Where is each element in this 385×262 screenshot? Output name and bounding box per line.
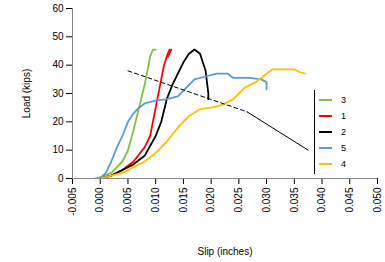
svg-text:0.005: 0.005 bbox=[122, 187, 133, 212]
svg-text:40: 40 bbox=[52, 59, 64, 70]
svg-text:-0.005: -0.005 bbox=[67, 187, 78, 216]
svg-text:0: 0 bbox=[58, 173, 64, 184]
svg-text:20: 20 bbox=[52, 116, 64, 127]
svg-text:0.035: 0.035 bbox=[289, 187, 300, 212]
svg-text:Load (kips): Load (kips) bbox=[21, 69, 32, 118]
html-text:2: 2 bbox=[341, 127, 346, 137]
svg-text:Slip (inches): Slip (inches) bbox=[197, 246, 252, 257]
svg-text:0.030: 0.030 bbox=[261, 187, 272, 212]
html-text:3: 3 bbox=[341, 95, 346, 105]
svg-text:60: 60 bbox=[52, 3, 64, 14]
svg-text:0.010: 0.010 bbox=[150, 187, 161, 212]
svg-text:0.015: 0.015 bbox=[178, 187, 189, 212]
svg-text:0.020: 0.020 bbox=[205, 187, 216, 212]
svg-text:0.045: 0.045 bbox=[344, 187, 355, 212]
svg-text:0.025: 0.025 bbox=[233, 187, 244, 212]
svg-text:0.000: 0.000 bbox=[94, 187, 105, 212]
svg-text:10: 10 bbox=[52, 144, 64, 155]
html-text:1: 1 bbox=[341, 111, 346, 121]
svg-text:50: 50 bbox=[52, 31, 64, 42]
html-text:4: 4 bbox=[341, 159, 346, 169]
svg-text:0.050: 0.050 bbox=[372, 187, 383, 212]
html-text:5: 5 bbox=[341, 143, 346, 153]
svg-text:30: 30 bbox=[52, 88, 64, 99]
svg-text:0.040: 0.040 bbox=[316, 187, 327, 212]
